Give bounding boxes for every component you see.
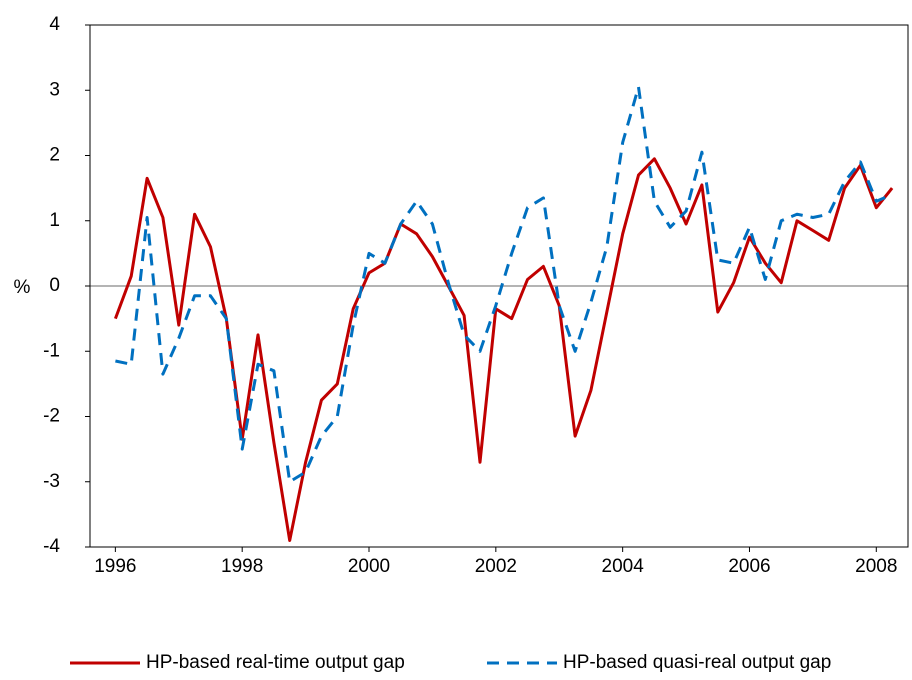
x-tick-label: 2002	[475, 556, 517, 577]
plot-frame	[89, 24, 909, 548]
x-tick-label: 2004	[602, 556, 645, 577]
y-tick-label: -4	[43, 536, 60, 557]
legend-label: HP-based quasi-real output gap	[563, 652, 831, 673]
x-tick-label: 1996	[94, 556, 136, 577]
y-tick-label: -2	[43, 406, 60, 427]
y-tick-label: 4	[49, 14, 60, 35]
y-axis-label: %	[14, 277, 31, 298]
series-line	[113, 157, 894, 542]
x-tick-label: 2008	[855, 556, 897, 577]
x-tick-label: 2000	[348, 556, 390, 577]
y-tick-label: -1	[43, 340, 60, 361]
y-tick-label: 1	[49, 210, 60, 231]
legend-label: HP-based real-time output gap	[146, 652, 405, 673]
x-tick-label: 2006	[728, 556, 770, 577]
y-tick-label: 3	[49, 79, 60, 100]
x-tick-label: 1998	[221, 556, 263, 577]
y-tick-label: 0	[49, 275, 60, 296]
y-tick-label: 2	[49, 145, 60, 166]
y-tick-label: -3	[43, 471, 60, 492]
